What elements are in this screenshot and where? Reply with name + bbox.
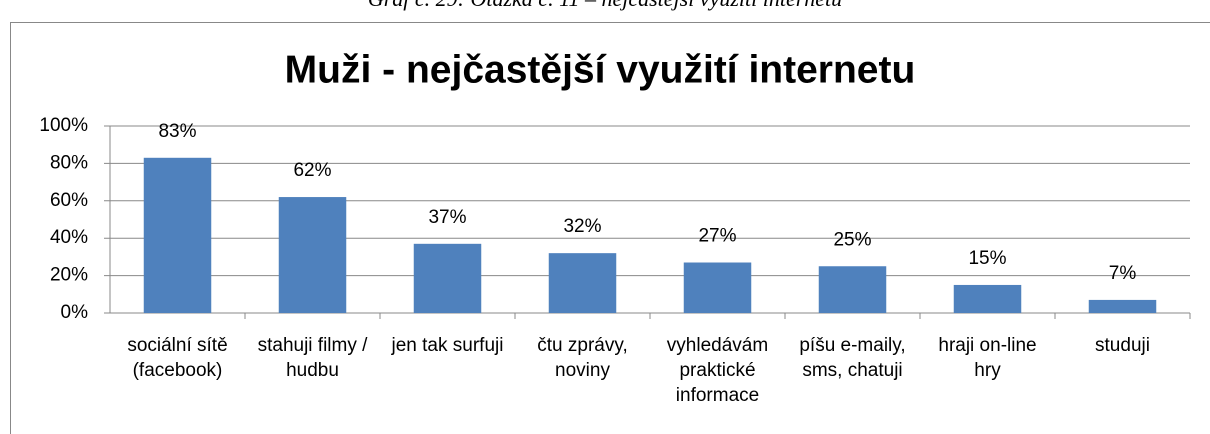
caption: Graf č. 29: Otázka č. 11 – nejčastější v… — [0, 0, 1210, 12]
bar — [278, 197, 347, 313]
value-label: 32% — [563, 216, 601, 237]
x-tick-label: stahuji filmy / hudbu — [257, 335, 368, 381]
value-label: 15% — [968, 248, 1006, 269]
y-tick-label: 20% — [50, 265, 88, 286]
y-tick-label: 60% — [50, 190, 88, 211]
x-tick-label: jen tak surfuji — [391, 335, 504, 356]
bar — [548, 253, 617, 313]
value-label: 62% — [293, 160, 331, 181]
x-tick-label: čtu zprávy, noviny — [537, 335, 628, 381]
y-tick-label: 80% — [50, 152, 88, 173]
y-tick-label: 100% — [39, 115, 88, 136]
x-tick-label: vyhledávám praktické informace — [666, 335, 769, 406]
chart-title: Muži - nejčastější využití internetu — [285, 48, 916, 91]
x-tick-label: sociální sítě (facebook) — [127, 335, 228, 381]
value-label: 25% — [833, 229, 871, 250]
bar — [143, 157, 212, 313]
y-tick-label: 40% — [50, 227, 88, 248]
x-tick-label: píšu e-maily, sms, chatuji — [799, 335, 906, 381]
y-tick-label: 0% — [61, 302, 89, 323]
bar — [413, 243, 482, 313]
value-label: 83% — [158, 121, 196, 142]
x-tick-label: hraji on-line hry — [938, 335, 1037, 381]
x-tick-label: studuji — [1095, 335, 1150, 356]
bar — [683, 262, 752, 313]
bar — [1088, 299, 1157, 313]
bar — [953, 284, 1022, 313]
bar — [818, 266, 887, 313]
value-label: 37% — [428, 207, 466, 228]
chart-frame — [10, 22, 1210, 434]
value-label: 7% — [1109, 263, 1137, 284]
value-label: 27% — [698, 226, 736, 247]
